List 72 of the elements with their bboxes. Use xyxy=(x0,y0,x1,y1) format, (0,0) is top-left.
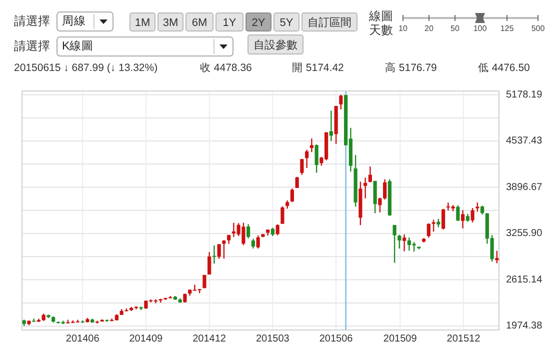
text: 開 5174.42 xyxy=(292,62,344,74)
text: 3M xyxy=(162,16,178,29)
candlestick xyxy=(432,219,436,232)
candlestick xyxy=(300,158,304,176)
candlestick xyxy=(32,318,36,322)
candlestick xyxy=(276,224,280,236)
candlestick xyxy=(217,243,221,260)
candlestick xyxy=(310,138,314,153)
x-tick-label: 201412 xyxy=(192,334,226,342)
candlestick xyxy=(426,222,430,238)
text: 500 xyxy=(531,24,546,34)
y-tick-label: 2615.14 xyxy=(506,274,543,286)
y-tick-label: 3896.67 xyxy=(506,182,543,193)
text: 收 4478.36 xyxy=(200,62,252,74)
candlestick xyxy=(441,208,446,230)
y-tick-label: 1974.38 xyxy=(506,320,543,332)
y-tick-label: 5178.19 xyxy=(506,89,543,100)
candlestick xyxy=(470,207,474,224)
candlestick xyxy=(456,204,460,222)
candlestick xyxy=(305,149,309,169)
x-tick-label: 201406 xyxy=(66,334,100,342)
candlestick xyxy=(212,244,216,264)
candlestick xyxy=(495,250,499,264)
text: 自訂區間 xyxy=(308,16,352,29)
text: 20 xyxy=(424,24,434,34)
text: 請選擇 xyxy=(14,39,50,54)
text: 6M xyxy=(192,16,208,29)
text: 周線 xyxy=(62,14,86,28)
candlestick xyxy=(368,166,372,183)
candlestick xyxy=(378,197,382,213)
text: 2Y xyxy=(252,16,266,29)
candlestick xyxy=(280,206,284,224)
candlestick xyxy=(402,234,406,252)
text: 10 xyxy=(398,24,408,34)
x-tick-label: 201512 xyxy=(446,334,481,342)
x-tick-label: 201409 xyxy=(129,334,164,342)
candlestick xyxy=(222,239,226,260)
candlestick xyxy=(251,238,255,250)
text: 線圖 xyxy=(368,9,393,24)
text: 自設參數 xyxy=(254,38,298,52)
x-tick-label: 201503 xyxy=(256,334,290,342)
candlestick xyxy=(290,188,294,203)
candlestick xyxy=(460,210,465,230)
y-tick-label: 4537.43 xyxy=(506,136,543,147)
candlestick xyxy=(392,224,396,264)
candlestick xyxy=(208,251,212,276)
x-tick-label: 201509 xyxy=(383,334,418,342)
x-tick-label: 201506 xyxy=(319,334,354,342)
candlestick xyxy=(256,234,260,250)
text: 125 xyxy=(500,24,514,34)
text: 5Y xyxy=(280,16,294,29)
text: 1M xyxy=(134,16,150,29)
text: 50 xyxy=(450,24,460,34)
text: 天數 xyxy=(369,23,393,38)
candlestick xyxy=(398,234,402,250)
candlestick xyxy=(295,176,299,189)
candlestick xyxy=(373,180,377,214)
candlestick xyxy=(364,177,368,199)
candlestick xyxy=(339,94,343,110)
text: 高 5176.79 xyxy=(385,60,438,74)
y-tick-label: 3255.90 xyxy=(506,228,543,240)
text: 低 4476.50 xyxy=(478,62,530,74)
text: 請選擇 xyxy=(14,14,50,28)
text: 20150615 ↓ 687.99 (↓ 13.32%) xyxy=(14,62,158,74)
candlestick xyxy=(476,202,480,212)
candlestick xyxy=(329,110,333,142)
text: 1Y xyxy=(222,16,237,29)
candlestick xyxy=(383,178,387,200)
candlestick xyxy=(314,144,318,174)
text: 100 xyxy=(473,24,488,34)
text: K線圖 xyxy=(62,40,94,53)
candlestick xyxy=(246,224,250,239)
